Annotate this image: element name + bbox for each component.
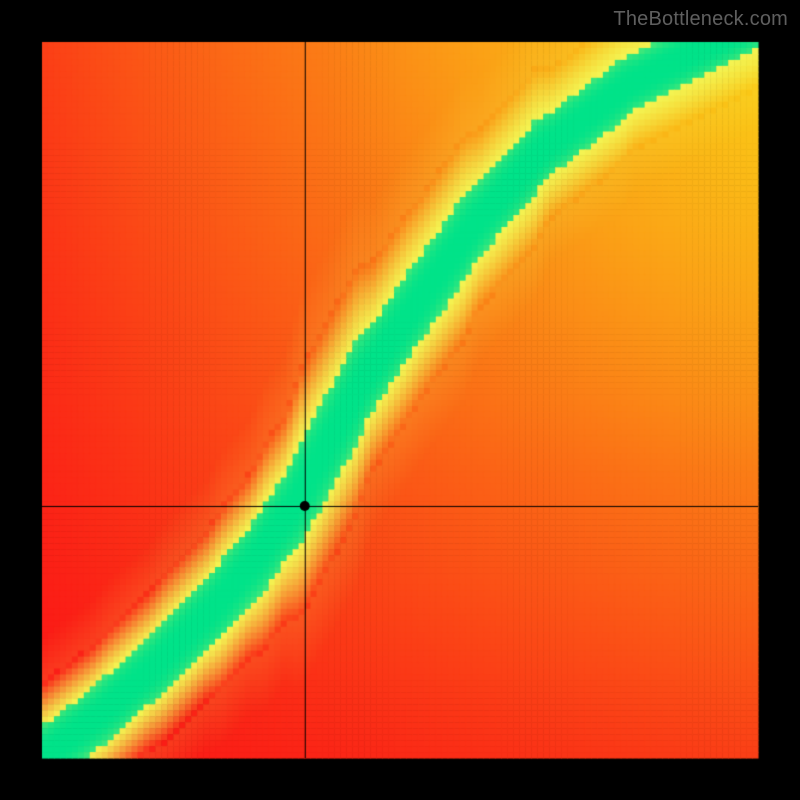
- chart-container: TheBottleneck.com: [0, 0, 800, 800]
- watermark-text: TheBottleneck.com: [613, 8, 788, 31]
- bottleneck-heatmap-canvas: [0, 0, 800, 800]
